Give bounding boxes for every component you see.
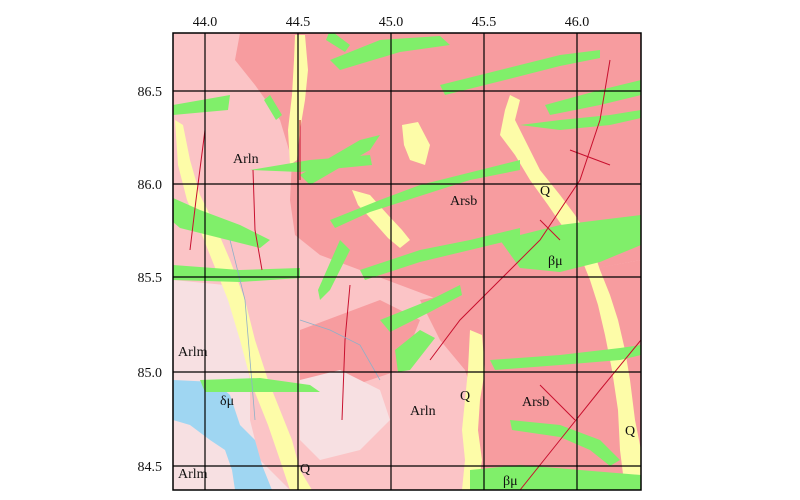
unit-q-body-center2 [402, 122, 430, 165]
unit-q-body-center [352, 190, 410, 248]
unit-beta-mu-dikes [173, 33, 641, 490]
boundary-lines [229, 239, 381, 421]
x-tick-label: 46.0 [565, 15, 590, 30]
map-content [173, 33, 641, 490]
y-tick-label: 84.5 [138, 460, 163, 475]
unit-label-q: Q [625, 424, 635, 439]
unit-label-q: Q [460, 389, 470, 404]
y-axis-labels: 86.5 86.0 85.5 85.0 84.5 [138, 85, 163, 475]
y-tick-label: 85.5 [138, 271, 163, 286]
unit-label-arln: Arln [410, 404, 436, 419]
unit-label-arlm: Arlm [178, 467, 208, 482]
unit-label-q: Q [300, 462, 310, 477]
unit-labels: Arln Arsb Q βμ Arlm δμ Arln Q Arsb Q Arl… [178, 152, 635, 489]
unit-label-q: Q [540, 184, 550, 199]
coordinate-grid [173, 33, 641, 490]
x-tick-label: 45.0 [379, 15, 404, 30]
unit-q-body-right [500, 95, 641, 490]
x-tick-label: 44.0 [193, 15, 218, 30]
x-tick-label: 45.5 [472, 15, 497, 30]
unit-label-arsb: Arsb [522, 395, 549, 410]
y-tick-label: 85.0 [138, 366, 163, 381]
unit-q-body-lower [462, 330, 485, 490]
y-tick-label: 86.5 [138, 85, 163, 100]
y-tick-label: 86.0 [138, 178, 163, 193]
unit-q-body-left [175, 120, 312, 490]
unit-arlm-area-2 [300, 370, 390, 460]
x-tick-label: 44.5 [286, 15, 311, 30]
unit-label-arln: Arln [233, 152, 259, 167]
unit-label-delta-mu: δμ [220, 394, 234, 409]
x-axis-labels: 44.0 44.5 45.0 45.5 46.0 [193, 15, 590, 30]
unit-label-arlm: Arlm [178, 345, 208, 360]
unit-label-beta-mu: βμ [548, 254, 563, 269]
unit-label-arsb: Arsb [450, 194, 477, 209]
unit-delta-mu-area [173, 380, 272, 490]
map-frame [172, 32, 642, 491]
unit-label-beta-mu: βμ [503, 474, 518, 489]
fault-lines [189, 59, 641, 490]
